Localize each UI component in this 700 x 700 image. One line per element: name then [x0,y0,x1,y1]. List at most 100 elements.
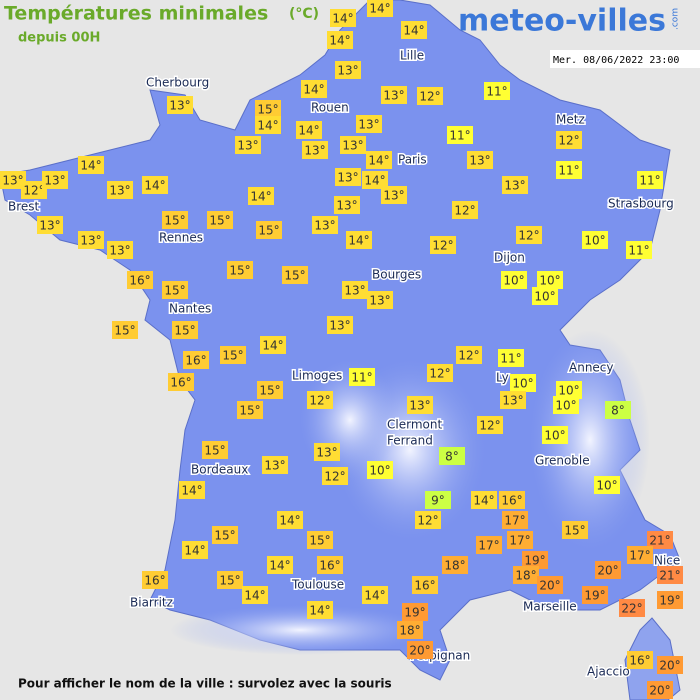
temperature-box [647,531,673,549]
temperature-value: 13° [409,399,430,413]
temperature-label: 12° [21,181,47,199]
temperature-box [407,641,433,659]
logo-suffix: .com [671,8,681,30]
temperature-label: 14° [301,80,327,98]
temperature-box [626,241,652,259]
temperature-box [367,461,393,479]
temperature-box [162,211,188,229]
temperature-box [335,61,361,79]
temperature-value: 12° [458,349,479,363]
temperature-box [282,266,308,284]
city-name: Ly [496,371,509,385]
temperature-value: 13° [44,174,65,188]
city-name: Brest [8,200,40,214]
temperature-box [582,231,608,249]
temperature-box [256,221,282,239]
temperature-value: 15° [239,404,260,418]
temperature-value: 13° [316,446,337,460]
temperature-box [356,115,382,133]
temperature-box [179,481,205,499]
temperature-label: 13° [502,176,528,194]
temperature-value: 15° [214,529,235,543]
temperature-label: 12° [452,201,478,219]
temperature-label: 13° [262,456,288,474]
date-box [550,50,700,68]
temperature-box [439,447,465,465]
temperature-box [362,586,388,604]
temperature-box [507,531,533,549]
temperature-label: 15° [282,266,308,284]
temperature-value: 13° [502,394,523,408]
temperature-value: 15° [284,269,305,283]
temperature-value: 8° [445,450,459,464]
temperature-box [142,176,168,194]
temperature-box [407,396,433,414]
temperature-label: 12° [415,511,441,529]
temperature-box [0,171,26,189]
city-name: Nantes [169,302,211,316]
temperature-label: 14° [327,31,353,49]
temperature-box [499,491,525,509]
temperature-box [78,231,104,249]
temperature-label: 15° [227,261,253,279]
temperature-label: 10° [594,476,620,494]
temperature-label: 16° [499,491,525,509]
temperature-value: 12° [518,229,539,243]
temperature-box [627,546,653,564]
temperature-box [367,0,393,17]
temperature-value: 14° [329,34,350,48]
temperature-box [314,443,340,461]
temperature-box [619,599,645,617]
temperature-box [227,261,253,279]
temperature-label: 15° [255,100,281,118]
temperature-value: 15° [229,264,250,278]
temperature-box [207,211,233,229]
temperature-label: 13° [235,136,261,154]
temperature-label: 8° [439,447,465,465]
temperature-value: 14° [279,514,300,528]
temperature-label: 16° [183,351,209,369]
temperature-box [502,176,528,194]
temperature-label: 12° [322,467,348,485]
temperature-value: 16° [501,494,522,508]
temperature-label: 13° [42,171,68,189]
temperature-label: 20° [647,681,673,699]
temperature-value: 10° [534,290,555,304]
temperature-box [381,86,407,104]
temperature-label: 17° [502,511,528,529]
temperature-value: 14° [309,604,330,618]
temperature-box [112,321,138,339]
temperature-value: 20° [649,684,670,698]
temperature-box [471,491,497,509]
temperature-value: 20° [597,564,618,578]
temperature-value: 11° [449,129,470,143]
temperature-value: 15° [164,214,185,228]
temperature-label: 11° [349,368,375,386]
temperature-box [322,467,348,485]
temperature-box [262,456,288,474]
temperature-value: 13° [169,99,190,113]
temperature-label: 13° [335,61,361,79]
temperature-label: 19° [522,551,548,569]
temperature-value: 13° [469,154,490,168]
temperature-value: 17° [629,549,650,563]
temperature-box [562,521,588,539]
temperature-value: 15° [114,324,135,338]
temperature-label: 16° [317,556,343,574]
temperature-label: 14° [255,116,281,134]
temperature-value: 14° [364,589,385,603]
temperature-label: 13° [342,281,368,299]
temperature-labels: 14°14°14°14°13°14° 13° 12° 11°13° 15°14° 14° 1… [0,0,683,699]
temperature-box [255,100,281,118]
temperature-label: 14° [366,151,392,169]
temperature-box [484,82,510,100]
temperature-box [367,291,393,309]
temperature-box [556,161,582,179]
temperature-label: 16° [412,576,438,594]
city-name: Annecy [569,361,614,375]
temperature-label: 14° [401,21,427,39]
temperature-label: 11° [484,82,510,100]
temperature-value: 14° [348,234,369,248]
temperature-box [532,287,558,305]
temperature-label: 19° [582,586,608,604]
